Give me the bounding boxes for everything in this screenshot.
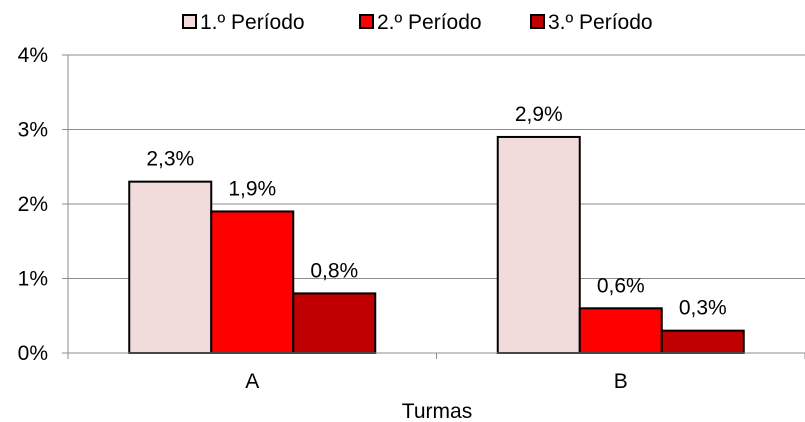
y-tick-label: 3%: [18, 119, 48, 142]
legend: 1.º Período 2.º Período 3.º Período: [182, 11, 653, 34]
legend-swatch: [530, 14, 545, 29]
bar: [578, 307, 663, 354]
bar: [128, 180, 213, 354]
x-tick-label: A: [245, 370, 259, 393]
y-axis-ticks: 0% 1% 2% 3% 4%: [18, 44, 68, 365]
bar: [210, 210, 295, 354]
legend-swatch: [359, 14, 374, 29]
y-tick-label: 1%: [18, 268, 48, 291]
data-label: 0,3%: [679, 297, 727, 320]
bars: [128, 135, 745, 354]
data-label: 0,6%: [597, 274, 645, 297]
bar: [292, 292, 377, 354]
legend-label: 2.º Período: [377, 11, 482, 34]
data-label: 2,3%: [146, 148, 194, 171]
y-tick-label: 2%: [18, 193, 48, 216]
legend-swatch: [182, 14, 197, 29]
x-axis-title: Turmas: [402, 400, 472, 422]
x-tick-label: B: [614, 370, 628, 393]
legend-label: 1.º Período: [200, 11, 305, 34]
legend-label: 3.º Período: [548, 11, 653, 34]
bar: [496, 135, 581, 354]
data-labels: 2,3% 1,9% 0,8% 2,9% 0,6% 0,3%: [146, 103, 726, 320]
data-label: 0,8%: [310, 259, 358, 282]
y-tick-label: 0%: [18, 342, 48, 365]
y-tick-label: 4%: [18, 44, 48, 67]
bar: [660, 329, 745, 354]
data-label: 1,9%: [228, 177, 276, 200]
data-label: 2,9%: [515, 103, 563, 126]
